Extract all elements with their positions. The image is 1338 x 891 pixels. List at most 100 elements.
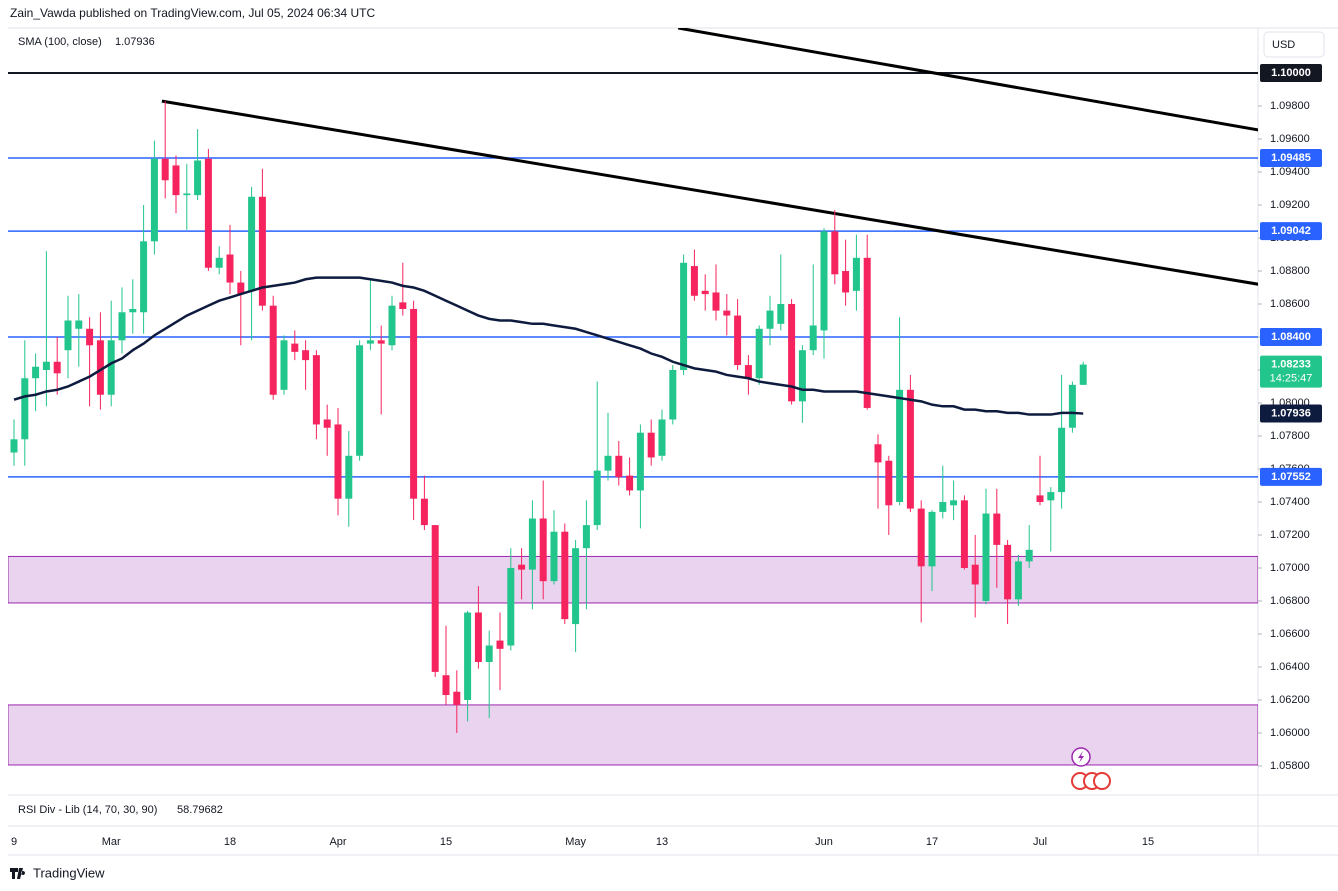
currency-box[interactable] xyxy=(1263,31,1325,58)
x-tick-label: Jul xyxy=(1033,836,1047,848)
header: Zain_Vawda published on TradingView.com,… xyxy=(10,6,375,20)
x-tick-label: Apr xyxy=(329,836,346,848)
level-badge-label: 1.10000 xyxy=(1271,67,1311,79)
candle-body xyxy=(507,567,515,646)
level-badge xyxy=(1260,149,1322,168)
candle-body xyxy=(917,508,925,567)
candle-body xyxy=(701,290,709,295)
candle-body xyxy=(539,518,547,582)
level-badge-label: 1.08400 xyxy=(1271,331,1311,343)
candle-body xyxy=(669,370,677,420)
candle-body xyxy=(215,257,223,268)
candle-body xyxy=(453,691,461,705)
price-badge xyxy=(1260,355,1322,388)
candle-body xyxy=(518,564,526,570)
candle-body xyxy=(75,320,83,329)
candle-body xyxy=(42,361,50,371)
candle-body xyxy=(356,345,364,456)
x-tick-label: 17 xyxy=(926,836,938,848)
y-tick-label: 1.07000 xyxy=(1270,562,1310,574)
x-tick-label: Jun xyxy=(815,836,833,848)
candle-body xyxy=(971,564,979,585)
candle-body xyxy=(928,511,936,567)
candle-body xyxy=(615,455,623,478)
candle-body xyxy=(431,525,439,672)
candle-body xyxy=(842,271,850,293)
candle-body xyxy=(140,241,148,313)
level-badge-label: 1.09042 xyxy=(1271,225,1311,237)
candle-body xyxy=(658,419,666,456)
y-tick-label: 1.07400 xyxy=(1270,496,1310,508)
event-icon-glyph xyxy=(1078,751,1084,763)
candle-body xyxy=(950,500,958,506)
candle-body xyxy=(53,361,61,374)
candle-body xyxy=(258,196,266,306)
y-tick-label: 1.06600 xyxy=(1270,628,1310,640)
candle-body xyxy=(906,389,914,509)
candle-body xyxy=(291,343,299,352)
flag-icon xyxy=(1093,772,1111,790)
candle-body xyxy=(734,315,742,366)
candle-body xyxy=(442,675,450,696)
trendline xyxy=(677,28,1258,132)
candle-body xyxy=(248,196,256,291)
candle-body xyxy=(334,424,342,499)
trendline xyxy=(161,99,1258,286)
level-badge xyxy=(1260,328,1322,347)
candle-body xyxy=(496,640,504,649)
y-tick-label: 1.08800 xyxy=(1270,265,1310,277)
candle-body xyxy=(755,328,763,379)
candle-body xyxy=(982,513,990,601)
candle-body xyxy=(161,158,169,181)
candle-body xyxy=(1036,495,1044,502)
event-icons xyxy=(1071,747,1111,790)
level-badge xyxy=(1260,467,1322,486)
candle-body xyxy=(690,266,698,296)
sma-legend: SMA (100, close) xyxy=(18,36,102,48)
candle-body xyxy=(399,302,407,309)
x-tick-label: 13 xyxy=(656,836,668,848)
candle-body xyxy=(345,455,353,499)
candle-body xyxy=(1047,492,1055,501)
candle-body xyxy=(388,305,396,346)
x-tick-label: Mar xyxy=(102,836,121,848)
candle-body xyxy=(788,304,796,402)
candle-body xyxy=(896,389,904,502)
candle-body xyxy=(712,292,720,311)
candle-body xyxy=(647,432,655,458)
candle-body xyxy=(604,455,612,471)
x-tick-label: 9 xyxy=(11,836,17,848)
candle-body xyxy=(1025,549,1033,562)
price-badge xyxy=(1260,404,1322,423)
candle-body xyxy=(885,460,893,506)
x-tick-label: 18 xyxy=(224,836,236,848)
candle-body xyxy=(766,310,774,329)
candle-body xyxy=(269,305,277,395)
level-badge xyxy=(1260,64,1322,83)
candle-body xyxy=(550,531,558,582)
candle-body xyxy=(528,518,536,570)
y-tick-label: 1.07200 xyxy=(1270,529,1310,541)
candle-body xyxy=(64,320,72,351)
candle-body xyxy=(1068,384,1076,428)
y-tick-label: 1.06000 xyxy=(1270,727,1310,739)
brand: TradingView xyxy=(33,865,105,880)
candle-body xyxy=(96,340,104,395)
currency[interactable]: USD xyxy=(1272,39,1295,51)
candle-body xyxy=(1014,561,1022,600)
level-badge xyxy=(1260,222,1322,241)
y-tick-label: 1.08600 xyxy=(1270,298,1310,310)
rsi-legend: RSI Div - Lib (14, 70, 30, 90) xyxy=(18,804,157,816)
candle-body xyxy=(366,340,374,344)
candle-body xyxy=(831,231,839,275)
sma-legend-value: 1.07936 xyxy=(115,36,155,48)
zone xyxy=(8,704,1258,766)
candle-body xyxy=(204,158,212,268)
candle-body xyxy=(474,612,482,663)
candle-body xyxy=(798,350,806,402)
candle-body xyxy=(680,262,688,371)
candle-body xyxy=(194,160,202,196)
candle-body xyxy=(572,548,580,625)
price-badge-label: 1.07936 xyxy=(1271,407,1311,419)
